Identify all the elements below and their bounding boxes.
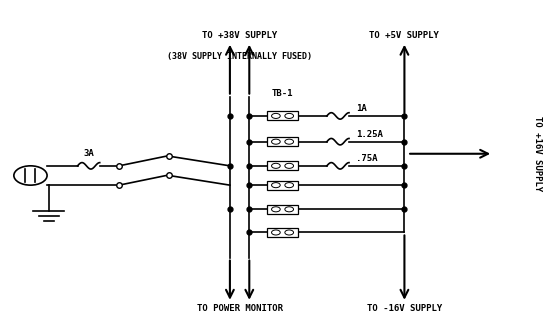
Circle shape <box>285 183 294 188</box>
Circle shape <box>271 113 280 118</box>
Text: .75A: .75A <box>356 154 377 163</box>
Text: 3A: 3A <box>83 149 94 158</box>
Text: TB-1: TB-1 <box>272 89 293 98</box>
Circle shape <box>271 139 280 144</box>
Circle shape <box>285 230 294 235</box>
FancyBboxPatch shape <box>268 137 298 146</box>
Text: 1.25A: 1.25A <box>356 130 383 139</box>
Text: TO POWER MONITOR: TO POWER MONITOR <box>197 304 283 313</box>
Circle shape <box>285 207 294 212</box>
Text: TO +16V SUPPLY: TO +16V SUPPLY <box>533 116 542 191</box>
Circle shape <box>271 183 280 188</box>
Text: TO +38V SUPPLY: TO +38V SUPPLY <box>202 31 277 40</box>
Circle shape <box>285 139 294 144</box>
Circle shape <box>271 163 280 168</box>
Text: TO +5V SUPPLY: TO +5V SUPPLY <box>370 31 439 40</box>
Circle shape <box>271 230 280 235</box>
Text: 1A: 1A <box>356 104 366 113</box>
Circle shape <box>14 166 47 185</box>
Text: (38V SUPPLY INTERNALLY FUSED): (38V SUPPLY INTERNALLY FUSED) <box>167 52 312 61</box>
Circle shape <box>271 207 280 212</box>
FancyBboxPatch shape <box>268 228 298 237</box>
FancyBboxPatch shape <box>268 205 298 214</box>
FancyBboxPatch shape <box>268 111 298 120</box>
FancyBboxPatch shape <box>268 161 298 170</box>
Text: TO -16V SUPPLY: TO -16V SUPPLY <box>367 304 442 313</box>
FancyBboxPatch shape <box>268 181 298 190</box>
Circle shape <box>285 113 294 118</box>
Circle shape <box>285 163 294 168</box>
